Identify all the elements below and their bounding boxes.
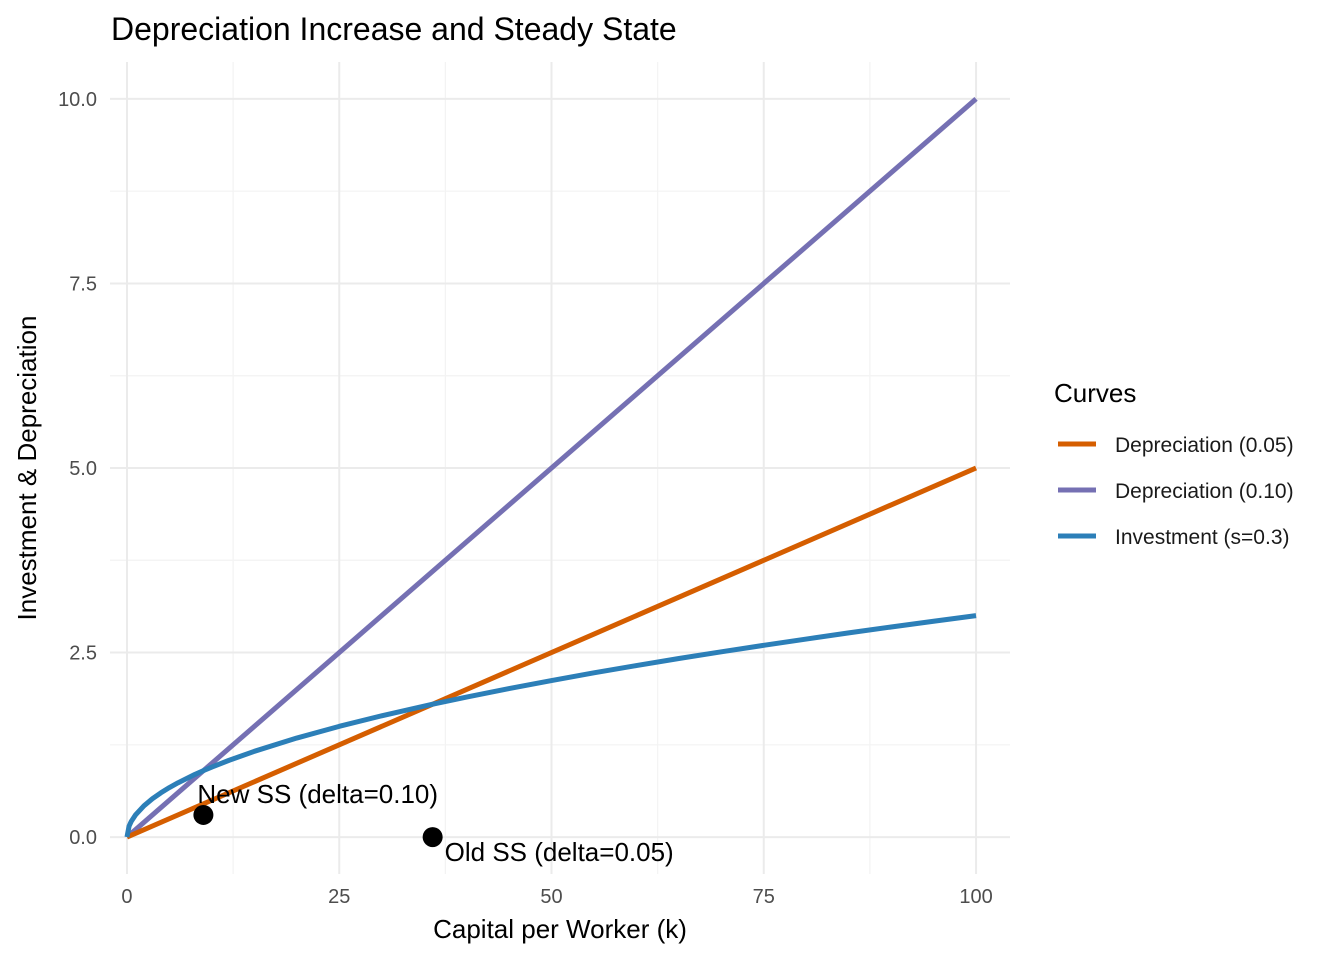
series-line bbox=[125, 465, 978, 840]
legend-label: Investment (s=0.3) bbox=[1115, 526, 1290, 549]
y-tick-label: 0.0 bbox=[69, 827, 97, 849]
x-axis-ticks: 0 25 50 75 100 bbox=[121, 886, 992, 908]
points-group: New SS (delta=0.10)Old SS (delta=0.05) bbox=[193, 779, 674, 867]
series-line bbox=[124, 613, 977, 838]
chart-title: Depreciation Increase and Steady State bbox=[111, 11, 677, 47]
y-tick-label: 2.5 bbox=[69, 643, 97, 665]
legend-label: Depreciation (0.05) bbox=[1115, 434, 1294, 457]
y-tick-label: 7.5 bbox=[69, 273, 97, 295]
x-tick-label: 100 bbox=[959, 886, 992, 908]
y-tick-label: 5.0 bbox=[69, 458, 97, 480]
x-tick-label: 50 bbox=[540, 886, 562, 908]
steady-state-point bbox=[193, 804, 214, 825]
series-group bbox=[124, 97, 978, 840]
y-axis-title: Investment & Depreciation bbox=[12, 316, 42, 621]
legend: Curves Depreciation (0.05) Depreciation (… bbox=[1054, 378, 1294, 549]
y-tick-label: 10.0 bbox=[58, 89, 97, 111]
point-annotation: Old SS (delta=0.05) bbox=[445, 837, 674, 867]
point-annotation: New SS (delta=0.10) bbox=[197, 779, 438, 809]
steady-state-point bbox=[422, 827, 443, 848]
legend-label: Depreciation (0.10) bbox=[1115, 480, 1294, 503]
x-tick-label: 25 bbox=[328, 886, 350, 908]
x-tick-label: 75 bbox=[753, 886, 775, 908]
legend-title: Curves bbox=[1054, 378, 1136, 408]
x-tick-label: 0 bbox=[121, 886, 132, 908]
series-line bbox=[125, 97, 978, 839]
x-axis-title: Capital per Worker (k) bbox=[433, 914, 687, 944]
y-axis-ticks: 0.0 2.5 5.0 7.5 10.0 bbox=[58, 89, 97, 849]
